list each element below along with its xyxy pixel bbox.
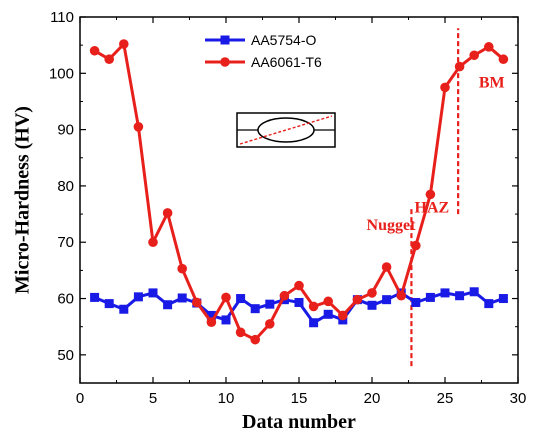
data-point	[133, 292, 143, 302]
data-point	[294, 280, 304, 291]
data-point	[177, 293, 187, 303]
data-point	[484, 299, 494, 309]
y-tick-label: 90	[57, 122, 74, 139]
series-layer	[89, 39, 509, 345]
data-point	[220, 57, 230, 67]
legend-label: AA6061-T6	[251, 54, 322, 70]
data-point	[250, 304, 260, 314]
data-point	[294, 297, 304, 307]
legend: AA5754-O AA6061-T6	[205, 32, 322, 70]
data-point	[309, 318, 319, 328]
data-point	[425, 292, 435, 302]
data-point	[104, 299, 114, 309]
plot-frame	[79, 16, 519, 384]
data-point	[484, 42, 494, 52]
data-point	[206, 317, 217, 327]
data-point	[323, 309, 333, 319]
x-tick-label: 15	[291, 390, 308, 407]
y-axis-title: Micro-Hardness (HV)	[12, 106, 34, 294]
data-point	[162, 208, 173, 218]
data-point	[425, 189, 436, 200]
data-point	[396, 290, 407, 301]
zone-annotation: Nugget	[367, 217, 417, 234]
legend-entry: AA6061-T6	[205, 54, 322, 70]
data-point	[163, 300, 173, 310]
data-point	[279, 290, 290, 301]
data-point	[250, 334, 260, 345]
data-point	[367, 300, 377, 310]
data-point	[440, 82, 450, 93]
data-point	[221, 292, 231, 303]
x-tick-label: 0	[76, 390, 84, 407]
data-point	[454, 61, 465, 72]
inset-measurement-line	[239, 115, 333, 145]
x-tick-label: 5	[149, 390, 157, 407]
data-point	[308, 301, 319, 312]
x-tick-label: 30	[510, 390, 527, 407]
zone-boundary-lines	[410, 28, 460, 367]
data-point	[381, 262, 392, 272]
data-point	[411, 240, 421, 251]
data-point	[440, 288, 450, 298]
data-point	[221, 315, 231, 325]
y-tick-label: 50	[57, 347, 74, 364]
weld-inset-schematic	[236, 112, 336, 148]
data-point	[455, 291, 465, 301]
axis-ticks: 0 5 10 15 20 25 30 50 60 70 80 90 100 110	[49, 9, 526, 407]
data-point	[90, 292, 100, 302]
data-point	[235, 327, 246, 338]
x-tick-label: 25	[437, 390, 454, 407]
data-point	[367, 288, 377, 298]
data-point	[498, 54, 509, 65]
x-tick-label: 20	[364, 390, 381, 407]
data-point	[411, 297, 421, 307]
data-point	[89, 45, 100, 56]
zone-annotation: BM	[479, 74, 505, 91]
zone-annotation: HAZ	[415, 199, 450, 216]
x-tick-label: 10	[218, 390, 235, 407]
y-tick-label: 100	[49, 65, 74, 82]
data-point	[192, 297, 202, 308]
legend-label: AA5754-O	[251, 32, 316, 48]
series	[90, 287, 508, 328]
y-tick-label: 110	[50, 9, 74, 26]
y-tick-label: 70	[57, 234, 74, 251]
y-tick-label: 80	[57, 178, 74, 195]
data-point	[323, 296, 334, 307]
data-point	[338, 310, 348, 321]
data-point	[133, 122, 144, 132]
data-point	[220, 35, 230, 45]
data-point	[498, 294, 508, 304]
data-point	[119, 39, 129, 49]
data-point	[352, 294, 363, 305]
data-point	[148, 237, 158, 248]
data-point	[206, 310, 216, 320]
data-point	[236, 294, 246, 304]
data-point	[148, 288, 158, 298]
data-point	[265, 299, 275, 309]
data-point	[104, 54, 114, 65]
data-point	[177, 263, 187, 274]
inset-weld-nugget	[257, 117, 315, 143]
legend-entry: AA5754-O	[205, 32, 316, 48]
data-point	[469, 50, 480, 61]
series	[89, 39, 509, 345]
data-point	[469, 287, 479, 297]
data-point	[382, 295, 392, 305]
data-point	[119, 304, 129, 314]
data-point	[265, 319, 275, 329]
x-axis-title: Data number	[242, 411, 356, 433]
plot-area-border	[79, 16, 519, 384]
y-tick-label: 60	[57, 291, 74, 308]
